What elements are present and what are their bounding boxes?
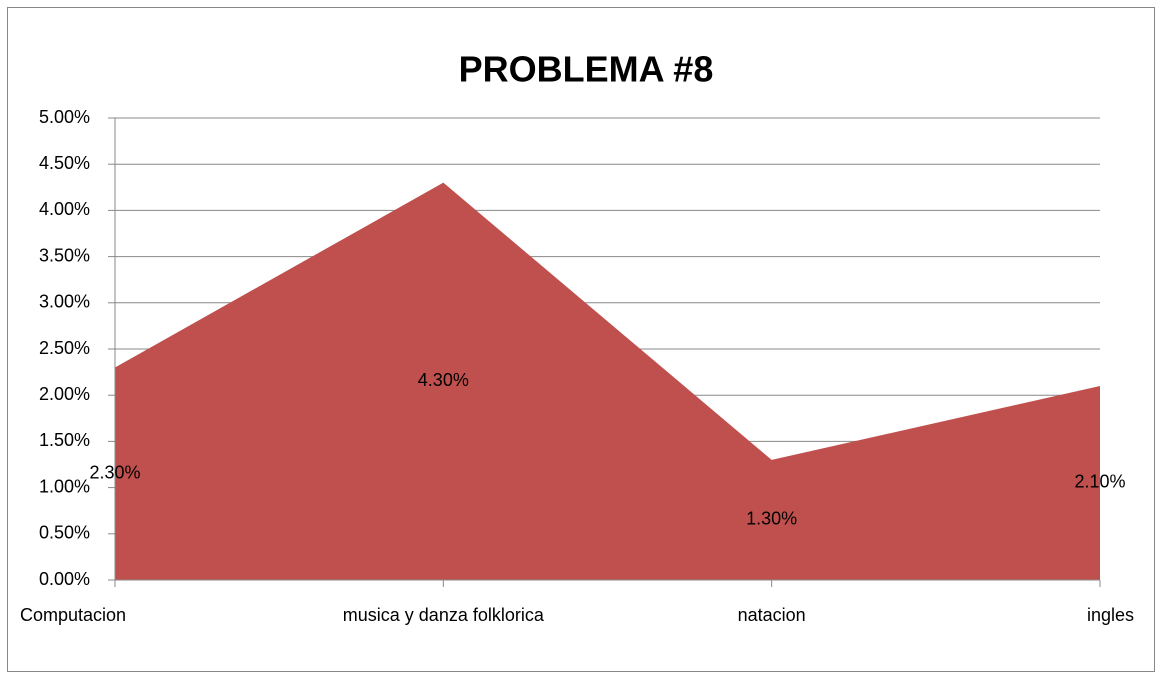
x-tick-label-box: natacion xyxy=(737,605,806,625)
x-tick-label: natacion xyxy=(737,605,806,625)
x-tick-label-box: musica y danza folklorica xyxy=(342,605,544,625)
data-label: 1.30% xyxy=(746,509,797,529)
chart-title: PROBLEMA #8 xyxy=(459,49,714,90)
data-label: 2.30% xyxy=(89,462,140,482)
y-tick-label: 4.50% xyxy=(39,153,90,173)
y-tick-label: 2.00% xyxy=(39,384,90,404)
y-tick-label: 4.00% xyxy=(39,199,90,219)
x-tick-label: musica y danza folklorica xyxy=(342,605,544,625)
y-tick-label: 0.00% xyxy=(39,569,90,589)
data-label: 2.10% xyxy=(1074,472,1125,492)
y-tick-label: 3.00% xyxy=(39,292,90,312)
y-tick-label: 2.50% xyxy=(39,338,90,358)
x-tick-label-box: ingles xyxy=(1086,605,1134,625)
x-tick-label: Computacion xyxy=(20,605,127,625)
y-tick-label: 0.50% xyxy=(39,523,90,543)
data-label: 4.30% xyxy=(418,370,469,390)
area xyxy=(115,182,1100,580)
y-tick-label: 1.00% xyxy=(39,476,90,496)
y-tick-label: 5.00% xyxy=(39,107,90,127)
x-tick-label: ingles xyxy=(1086,605,1134,625)
y-tick-label: 1.50% xyxy=(39,430,90,450)
x-tick-label-box: Computacion xyxy=(20,605,127,625)
y-tick-label: 3.50% xyxy=(39,245,90,265)
